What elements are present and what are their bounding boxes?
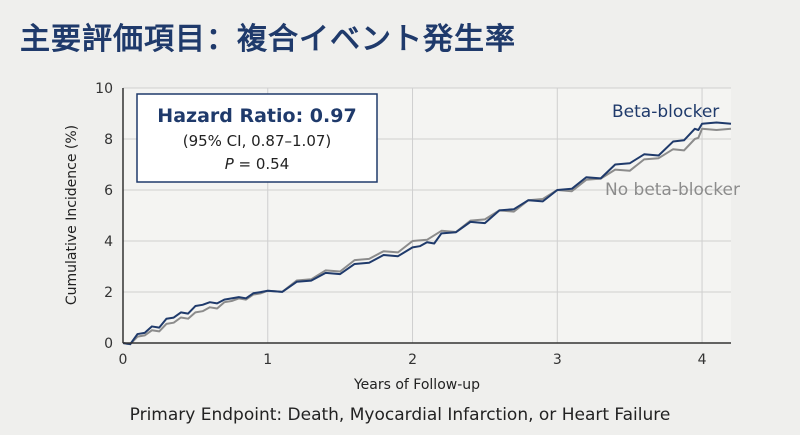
y-tick-label: 10 [95,81,113,97]
y-tick-label: 2 [104,285,113,301]
y-axis-label: Cumulative Incidence (%) [64,125,80,305]
p-value: P = 0.54 [225,155,290,173]
series-line-no-beta-blocker [122,127,732,346]
axes [122,88,731,344]
legend-no-beta-blocker: No beta-blocker [605,180,740,200]
series-lines [122,121,732,346]
series-line-beta-blocker [122,121,732,346]
y-tick-label: 8 [104,132,113,148]
y-tick-label: 6 [104,183,113,199]
endpoint-caption: Primary Endpoint: Death, Myocardial Infa… [129,405,671,425]
hazard-ratio-box: Hazard Ratio: 0.97 (95% CI, 0.87–1.07) P… [136,93,378,183]
x-tick-label: 3 [553,352,562,368]
hazard-ratio-title: Hazard Ratio: 0.97 [157,105,356,127]
legend-beta-blocker: Beta-blocker [612,102,719,122]
p-value-number: = 0.54 [234,155,290,173]
tick-labels: 0 2 4 6 8 10 0 1 2 3 4 [95,81,706,368]
p-value-label: P [225,155,235,173]
confidence-interval: (95% CI, 0.87–1.07) [183,132,332,150]
x-tick-label: 1 [263,352,272,368]
x-tick-label: 2 [408,352,417,368]
x-axis-label: Years of Follow-up [353,377,480,393]
x-tick-label: 0 [119,352,128,368]
x-tick-label: 4 [698,352,707,368]
y-tick-label: 0 [104,336,113,352]
y-tick-label: 4 [104,234,113,250]
page-title: 主要評価項目：複合イベント発生率 [20,22,516,57]
